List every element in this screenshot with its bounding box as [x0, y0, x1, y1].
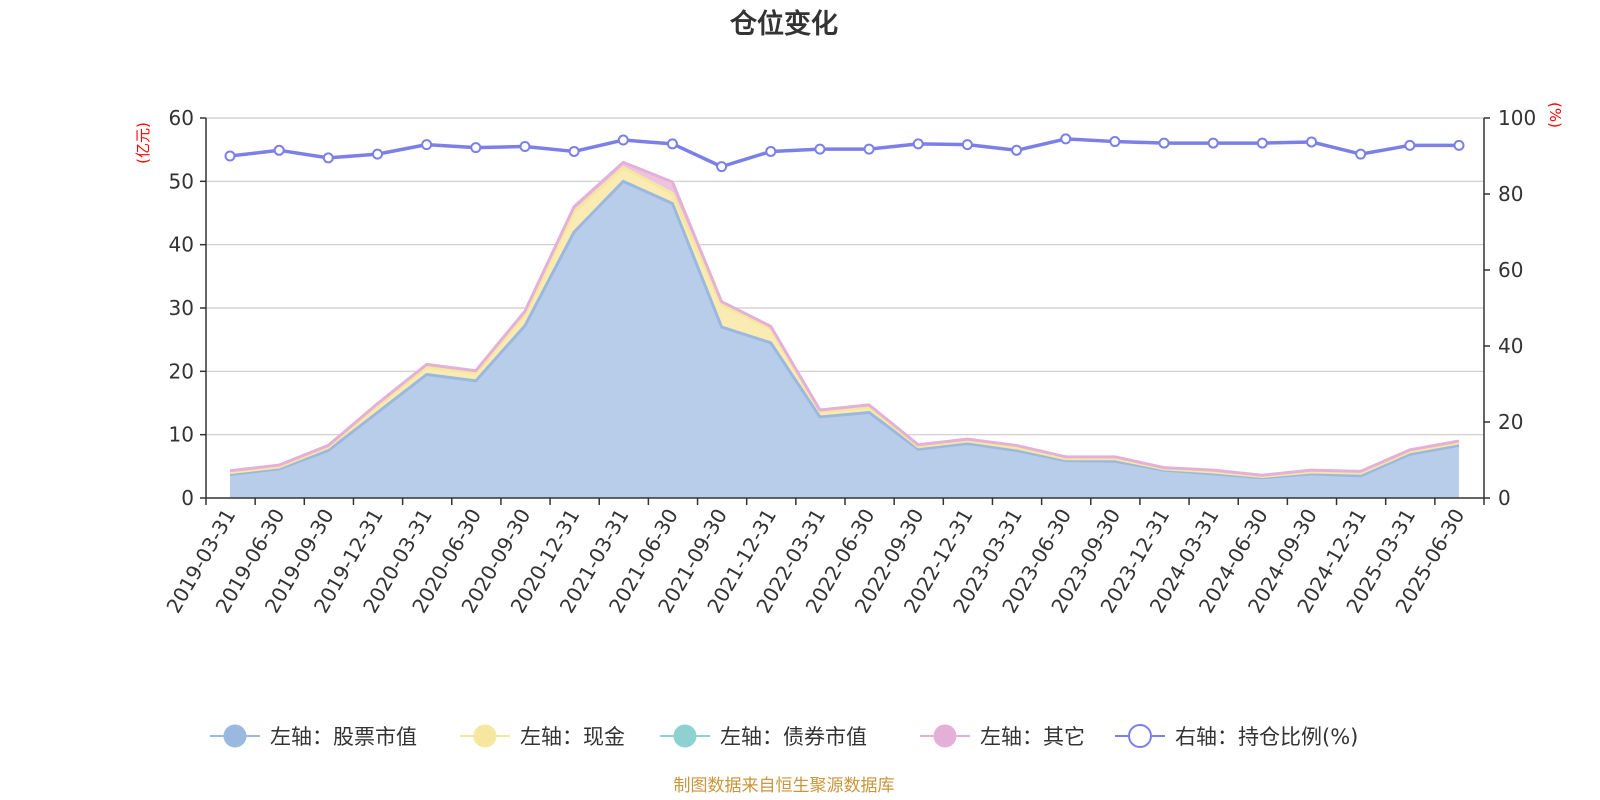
ratio-point	[617, 134, 629, 146]
ratio-point	[961, 139, 973, 151]
legend-item[interactable]: 左轴：现金	[460, 724, 625, 749]
legend-item[interactable]: 左轴：其它	[920, 724, 1085, 749]
right-axis-unit: (%)	[1546, 102, 1564, 128]
y-left-tick-label: 60	[169, 106, 194, 130]
source-note: 制图数据来自恒生聚源数据库	[674, 776, 895, 796]
ratio-point	[519, 141, 531, 152]
y-right-tick-label: 60	[1498, 258, 1523, 282]
ratio-point	[1207, 137, 1219, 149]
ratio-point	[1060, 133, 1072, 145]
legend-marker	[473, 724, 497, 748]
legend-label: 左轴：债券市值	[720, 725, 867, 749]
legend-item[interactable]: 左轴：债券市值	[660, 724, 867, 749]
ratio-point	[1453, 139, 1465, 151]
ratio-point	[863, 143, 875, 155]
ratio-point	[1306, 136, 1318, 148]
y-right-tick-label: 100	[1498, 106, 1536, 130]
y-right-tick-label: 0	[1498, 486, 1511, 510]
y-left-tick-label: 20	[169, 359, 194, 383]
ratio-point	[716, 161, 728, 173]
ratio-point	[666, 138, 678, 150]
ratio-point	[1355, 148, 1367, 160]
ratio-point	[1109, 136, 1121, 148]
legend-label: 左轴：其它	[980, 725, 1085, 749]
right-tick-labels: 0 20 40 60 80 100	[1484, 106, 1536, 510]
legend-marker	[223, 724, 247, 748]
ratio-point	[1158, 137, 1170, 149]
y-right-tick-label: 20	[1498, 410, 1523, 434]
left-tick-labels: 0 10 20 30 40 50 60	[169, 106, 206, 510]
y-left-tick-label: 40	[169, 233, 194, 257]
ratio-point	[224, 150, 236, 162]
ratio-point	[912, 138, 924, 150]
legend-label: 左轴：股票市值	[270, 725, 417, 749]
area-左轴：股票市值	[230, 181, 1459, 499]
ratio-point	[765, 145, 777, 157]
y-left-tick-label: 30	[169, 296, 194, 320]
area-edge-左轴：其它	[229, 160, 1460, 477]
y-right-tick-label: 80	[1498, 182, 1523, 206]
legend-label: 右轴：持仓比例(%)	[1175, 725, 1358, 749]
y-right-tick-label: 40	[1498, 334, 1523, 358]
ratio-point	[1256, 137, 1268, 149]
ratio-point	[1404, 139, 1416, 151]
ratio-point	[421, 139, 433, 151]
ratio-point	[322, 152, 334, 164]
legend-item[interactable]: 右轴：持仓比例(%)	[1115, 724, 1358, 749]
legend-marker	[933, 724, 957, 748]
ratio-line-layer	[224, 133, 1465, 173]
legend-marker	[673, 724, 697, 748]
ratio-point	[568, 145, 580, 157]
x-tick-labels: 2019-03-312019-06-302019-09-302019-12-31…	[161, 505, 1469, 618]
y-left-tick-label: 0	[181, 486, 194, 510]
y-left-tick-label: 10	[169, 423, 194, 447]
y-left-tick-label: 50	[169, 169, 194, 193]
area-layers	[229, 160, 1460, 499]
ratio-point	[371, 148, 383, 160]
ratio-point	[470, 142, 482, 154]
ratio-point	[1011, 144, 1023, 156]
legend-label: 左轴：现金	[520, 725, 625, 749]
ratio-point	[814, 143, 826, 155]
legend-marker-hollow	[1128, 724, 1152, 748]
legend-item[interactable]: 左轴：股票市值	[210, 724, 417, 749]
ratio-point	[273, 144, 285, 156]
ratio-line	[229, 137, 1459, 169]
chart-title: 仓位变化	[729, 8, 838, 40]
left-axis-unit: (亿元)	[134, 122, 152, 164]
legend[interactable]: 左轴：股票市值 左轴：现金 左轴：债券市值 左轴：其它 右轴：持仓比例(%)	[210, 724, 1358, 749]
